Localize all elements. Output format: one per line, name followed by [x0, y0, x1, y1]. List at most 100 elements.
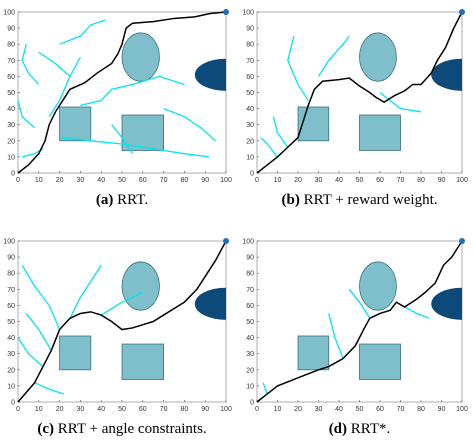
goal-point: [223, 9, 229, 15]
y-tick-label: 10: [7, 154, 15, 161]
tree-branch: [404, 306, 430, 319]
tree-branch: [262, 382, 268, 395]
obstacle-rect: [59, 106, 92, 142]
tree-branch: [260, 137, 279, 158]
path-line: [17, 240, 227, 403]
caption-text: RRT + angle constraints.: [58, 421, 207, 437]
x-tick-label: 50: [356, 177, 364, 184]
x-tick-label: 50: [118, 177, 126, 184]
y-tick-label: 60: [246, 74, 254, 81]
y-tick-label: 50: [246, 90, 254, 97]
goal-point: [459, 9, 465, 15]
y-tick-label: 80: [7, 271, 15, 278]
y-tick-label: 100: [242, 10, 254, 17]
obstacle-rect: [59, 335, 92, 371]
x-tick-label: 10: [35, 177, 43, 184]
x-tick-label: 10: [274, 177, 282, 184]
caption-tag: (b): [281, 192, 299, 208]
tree-branch: [17, 100, 36, 129]
y-tick-label: 0: [11, 171, 15, 178]
obstacle-rect: [121, 343, 164, 380]
x-tick-label: 0: [255, 177, 259, 184]
y-tick-label: 40: [7, 335, 15, 342]
obstacle-half-disk: [194, 58, 226, 91]
y-tick-label: 60: [7, 74, 15, 81]
obstacle-half-disk: [431, 287, 462, 320]
x-tick-label: 30: [315, 406, 323, 413]
x-tick-label: 20: [294, 406, 302, 413]
tree-branch: [69, 264, 102, 319]
y-tick-label: 20: [246, 367, 254, 374]
tree-branch: [80, 75, 185, 107]
subplot: 0 10 20 30 40 50 60 70 80 90 100 0 10 20 30 40 50 60 70 80 9…: [3, 9, 232, 208]
x-tick-label: 60: [376, 177, 384, 184]
y-tick-label: 80: [246, 42, 254, 49]
x-tick-label: 20: [56, 406, 64, 413]
tree-branch: [17, 337, 44, 368]
y-tick-label: 0: [11, 400, 15, 407]
y-tick-label: 90: [7, 26, 15, 33]
x-tick-label: 70: [160, 177, 168, 184]
obstacle-half-disk: [194, 287, 226, 320]
y-tick-label: 60: [7, 303, 15, 310]
x-tick-label: 100: [456, 406, 468, 413]
goal-point: [459, 238, 465, 244]
y-tick-label: 90: [246, 255, 254, 262]
x-tick-label: 50: [118, 406, 126, 413]
x-tick-label: 0: [16, 406, 20, 413]
x-tick-label: 90: [201, 177, 209, 184]
goal-point: [223, 238, 229, 244]
y-tick-label: 0: [250, 171, 254, 178]
x-tick-label: 80: [417, 177, 425, 184]
x-tick-label: 80: [417, 406, 425, 413]
y-tick-label: 70: [246, 58, 254, 65]
y-tick-label: 50: [7, 90, 15, 97]
caption-text: RRT.: [117, 192, 148, 208]
x-tick-label: 100: [456, 177, 468, 184]
x-tick-label: 30: [77, 177, 85, 184]
x-tick-label: 60: [139, 406, 147, 413]
obstacle-rect: [297, 335, 330, 371]
y-tick-label: 40: [246, 106, 254, 113]
y-tick-label: 100: [3, 10, 15, 17]
y-tick-label: 100: [3, 239, 15, 246]
y-tick-label: 20: [246, 138, 254, 145]
x-tick-label: 90: [438, 406, 446, 413]
x-tick-label: 30: [77, 406, 85, 413]
x-tick-label: 70: [397, 177, 405, 184]
y-tick-label: 10: [7, 383, 15, 390]
y-tick-label: 40: [246, 335, 254, 342]
caption-tag: (a): [96, 192, 114, 208]
obstacle-half-disk: [431, 58, 462, 91]
x-tick-label: 80: [181, 177, 189, 184]
tree-branch: [348, 288, 371, 319]
x-tick-label: 40: [97, 177, 105, 184]
tree-branch: [111, 124, 133, 155]
x-tick-label: 100: [220, 177, 232, 184]
tree-branch: [59, 136, 210, 158]
y-tick-label: 20: [7, 138, 15, 145]
obstacle-rect: [359, 114, 401, 151]
tree-branch: [59, 19, 106, 45]
x-tick-label: 60: [376, 406, 384, 413]
y-tick-label: 70: [7, 58, 15, 65]
tree-branch: [21, 44, 40, 85]
y-tick-label: 90: [246, 26, 254, 33]
path-line: [17, 11, 227, 174]
caption-text: RRT + reward weight.: [304, 192, 438, 208]
tree-branch: [38, 51, 71, 77]
x-tick-label: 10: [35, 406, 43, 413]
x-tick-label: 70: [160, 406, 168, 413]
y-tick-label: 30: [246, 351, 254, 358]
tree-branch: [163, 107, 217, 142]
obstacle-ellipse: [121, 261, 160, 311]
tree-branch: [287, 35, 309, 101]
obstacle-rect: [359, 343, 401, 380]
obstacle-ellipse: [359, 261, 397, 311]
subplot: 0 10 20 30 40 50 60 70 80 90 100 0 10 20 30 40 50 60 70 80 9…: [242, 238, 468, 437]
tree-branch: [317, 35, 350, 77]
x-tick-label: 80: [181, 406, 189, 413]
x-tick-label: 90: [438, 177, 446, 184]
x-tick-label: 0: [255, 406, 259, 413]
